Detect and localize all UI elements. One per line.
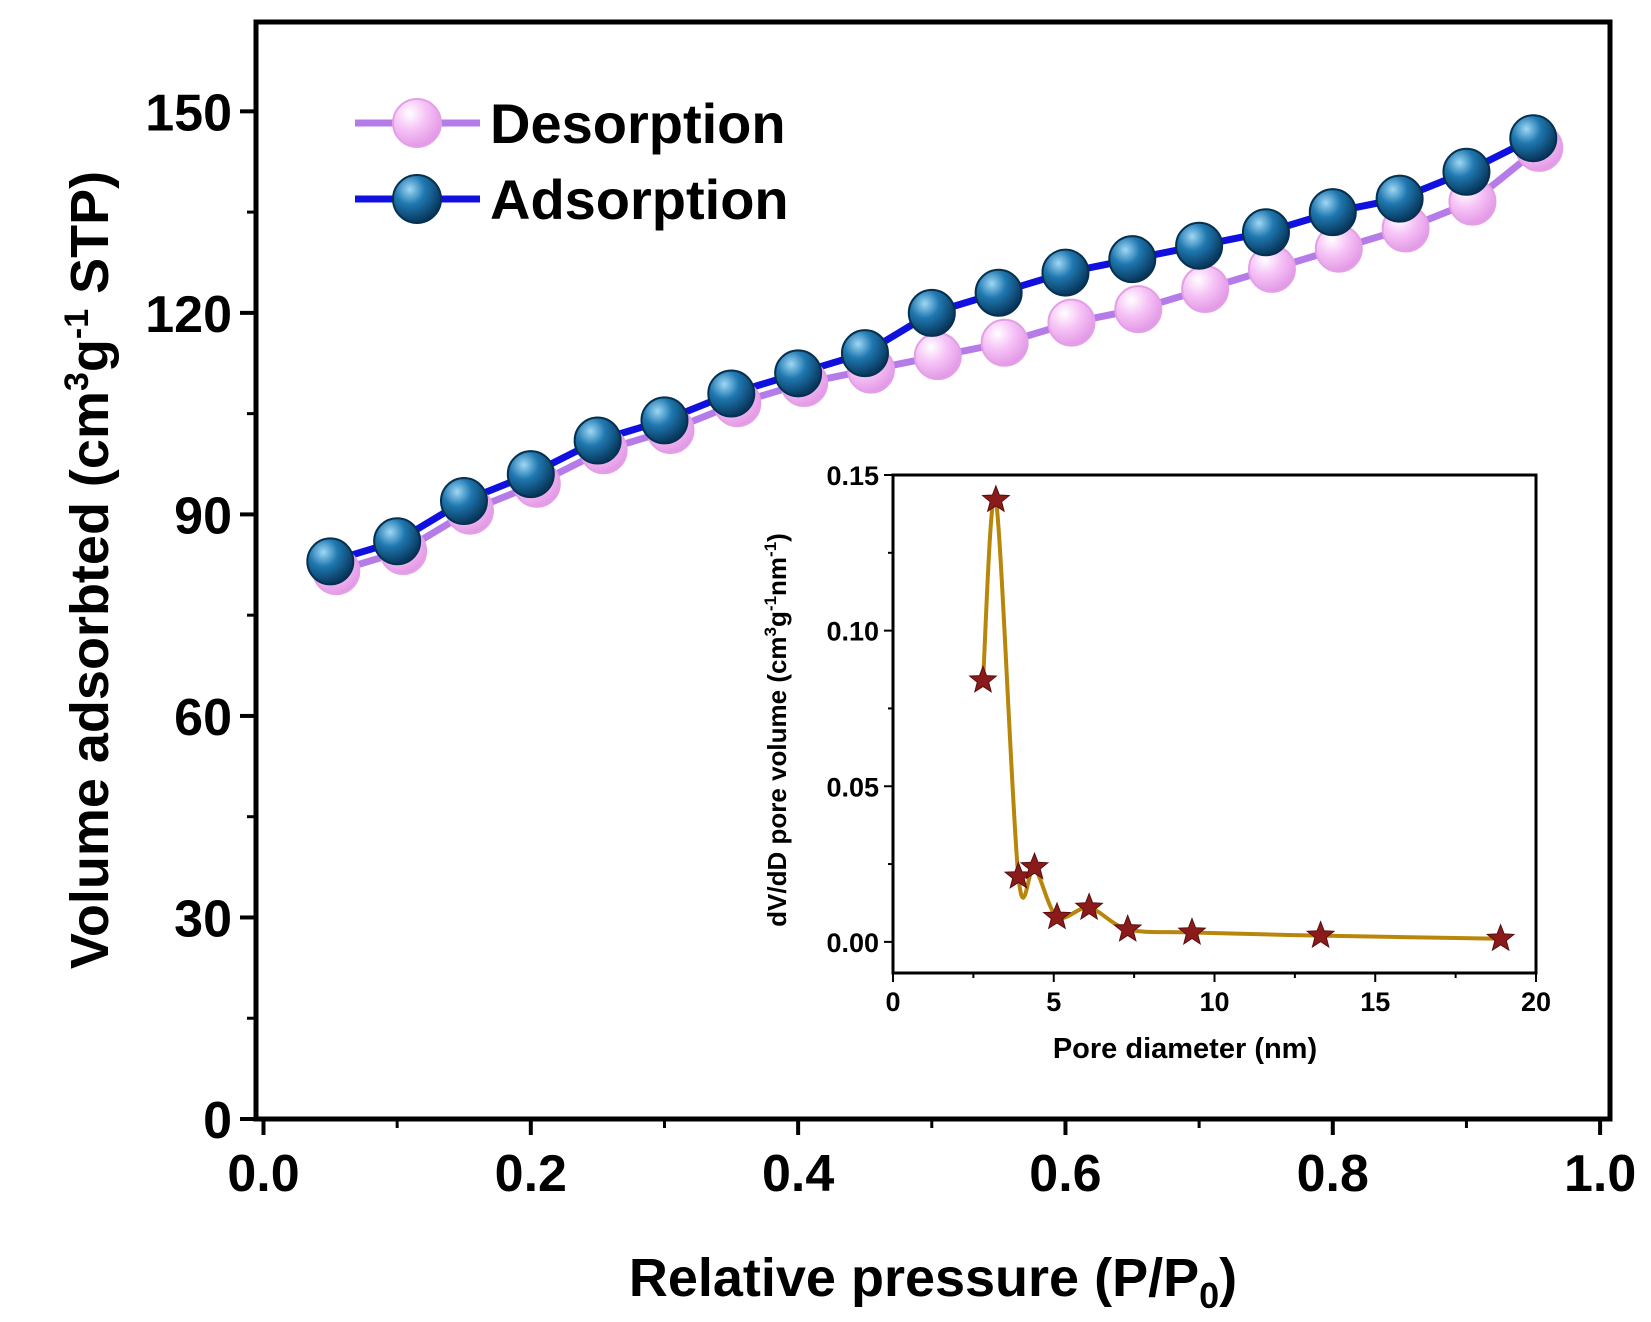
inset-x-tick-label: 5 — [1046, 987, 1061, 1017]
data-point-adsorption — [1442, 147, 1491, 196]
data-point-adsorption — [439, 476, 488, 525]
data-point-adsorption — [840, 329, 889, 378]
inset-y-axis-title-mid2: nm — [762, 557, 792, 596]
inset-y-axis-title-end: ) — [762, 533, 792, 542]
data-point-adsorption — [974, 268, 1023, 317]
main-x-tick-label: 0.6 — [1029, 1145, 1101, 1203]
legend: Desorption Adsorption — [355, 92, 789, 231]
inset-data-point-star — [1305, 920, 1336, 949]
inset-data-point-star — [1074, 892, 1104, 921]
inset-y-axis-title-main: dV/dD pore volume (cm — [762, 636, 792, 926]
main-y-axis-title-end: STP) — [60, 171, 120, 309]
inset-data-point-star — [968, 664, 998, 693]
main-y-axis-title: Volume adsorbted (cm3g-1 STP) — [58, 171, 120, 969]
main-y-axis-title-mid: g — [60, 339, 120, 372]
main-x-tick-label: 0.8 — [1297, 1145, 1369, 1203]
inset-y-axis-title-sup2: -1 — [761, 596, 780, 611]
inset-data-point-star — [1019, 851, 1050, 880]
legend-marker-desorption — [392, 98, 442, 148]
data-point-adsorption — [1175, 221, 1224, 270]
main-y-tick-label: 30 — [174, 890, 232, 948]
inset-x-tick-label: 15 — [1360, 987, 1390, 1017]
legend-label-desorption: Desorption — [490, 92, 786, 155]
data-point-adsorption — [306, 537, 355, 586]
main-y-tick-label: 0 — [203, 1092, 232, 1150]
data-point-adsorption — [707, 369, 756, 418]
legend-item-adsorption: Adsorption — [355, 168, 789, 231]
main-x-axis-title: Relative pressure (P/P0) — [629, 1248, 1237, 1316]
main-y-axis-title-sup1: 3 — [58, 372, 96, 391]
data-point-desorption — [1114, 285, 1163, 334]
main-y-tick-label: 120 — [145, 286, 232, 344]
inset-y-axis-title-mid: g — [762, 611, 792, 627]
data-point-adsorption — [907, 288, 956, 337]
data-point-adsorption — [1241, 208, 1290, 257]
data-point-desorption — [1047, 298, 1096, 347]
inset-y-axis-title-sup3: -1 — [761, 542, 780, 557]
legend-item-desorption: Desorption — [355, 92, 786, 155]
data-point-adsorption — [640, 396, 689, 445]
data-point-desorption — [980, 318, 1029, 367]
data-point-adsorption — [1108, 235, 1157, 284]
main-x-tick-label: 0.0 — [227, 1145, 299, 1203]
main-y-tick-label: 150 — [145, 84, 232, 142]
inset-y-axis-title-sup1: 3 — [761, 627, 780, 636]
main-x-tick-label: 0.4 — [762, 1145, 834, 1203]
main-x-axis-title-main: Relative pressure (P/P — [629, 1248, 1199, 1308]
main-y-tick-label: 90 — [174, 487, 232, 545]
inset-data-point-star — [1177, 917, 1207, 946]
inset-data-point-star — [1042, 901, 1072, 930]
data-point-desorption — [1181, 265, 1230, 314]
main-x-tick-label: 0.2 — [495, 1145, 567, 1203]
data-point-adsorption — [1308, 188, 1357, 237]
inset-data-point-star — [1485, 923, 1516, 952]
main-series — [306, 114, 1564, 596]
legend-marker-adsorption — [392, 174, 442, 224]
inset-y-axis-title: dV/dD pore volume (cm3g-1nm-1) — [761, 533, 792, 927]
inset-x-tick-label: 0 — [885, 987, 900, 1017]
main-y-axis-title-main: Volume adsorbted (cm — [60, 391, 120, 969]
data-point-adsorption — [573, 416, 622, 465]
inset-data-point-star — [981, 484, 1011, 513]
main-x-axis-title-close: ) — [1219, 1248, 1237, 1308]
data-point-adsorption — [1375, 174, 1424, 223]
data-point-adsorption — [774, 349, 823, 398]
inset-x-tick-label: 10 — [1199, 987, 1229, 1017]
main-x-axis-title-sub: 0 — [1199, 1275, 1219, 1316]
inset-ticks: 0 5 10 15 20 0.00 0.05 0.10 0.15 — [826, 461, 1551, 1017]
inset-y-tick-label: 0.10 — [826, 617, 879, 647]
data-point-adsorption — [1041, 248, 1090, 297]
inset-series — [968, 484, 1516, 952]
data-point-desorption — [913, 332, 962, 381]
inset-y-tick-label: 0.00 — [826, 928, 879, 958]
inset-x-tick-label: 20 — [1521, 987, 1551, 1017]
data-point-adsorption — [1509, 114, 1558, 163]
inset-x-axis-title: Pore diameter (nm) — [1053, 1033, 1317, 1065]
inset-y-tick-label: 0.15 — [826, 461, 879, 491]
inset-data-point-star — [1113, 913, 1143, 942]
main-x-tick-label: 1.0 — [1564, 1145, 1636, 1203]
main-y-axis-title-sup2: -1 — [58, 309, 96, 339]
legend-label-adsorption: Adsorption — [490, 168, 789, 231]
data-point-adsorption — [506, 450, 555, 499]
main-y-tick-label: 60 — [174, 689, 232, 747]
data-point-adsorption — [373, 517, 422, 566]
inset-y-tick-label: 0.05 — [826, 772, 879, 802]
